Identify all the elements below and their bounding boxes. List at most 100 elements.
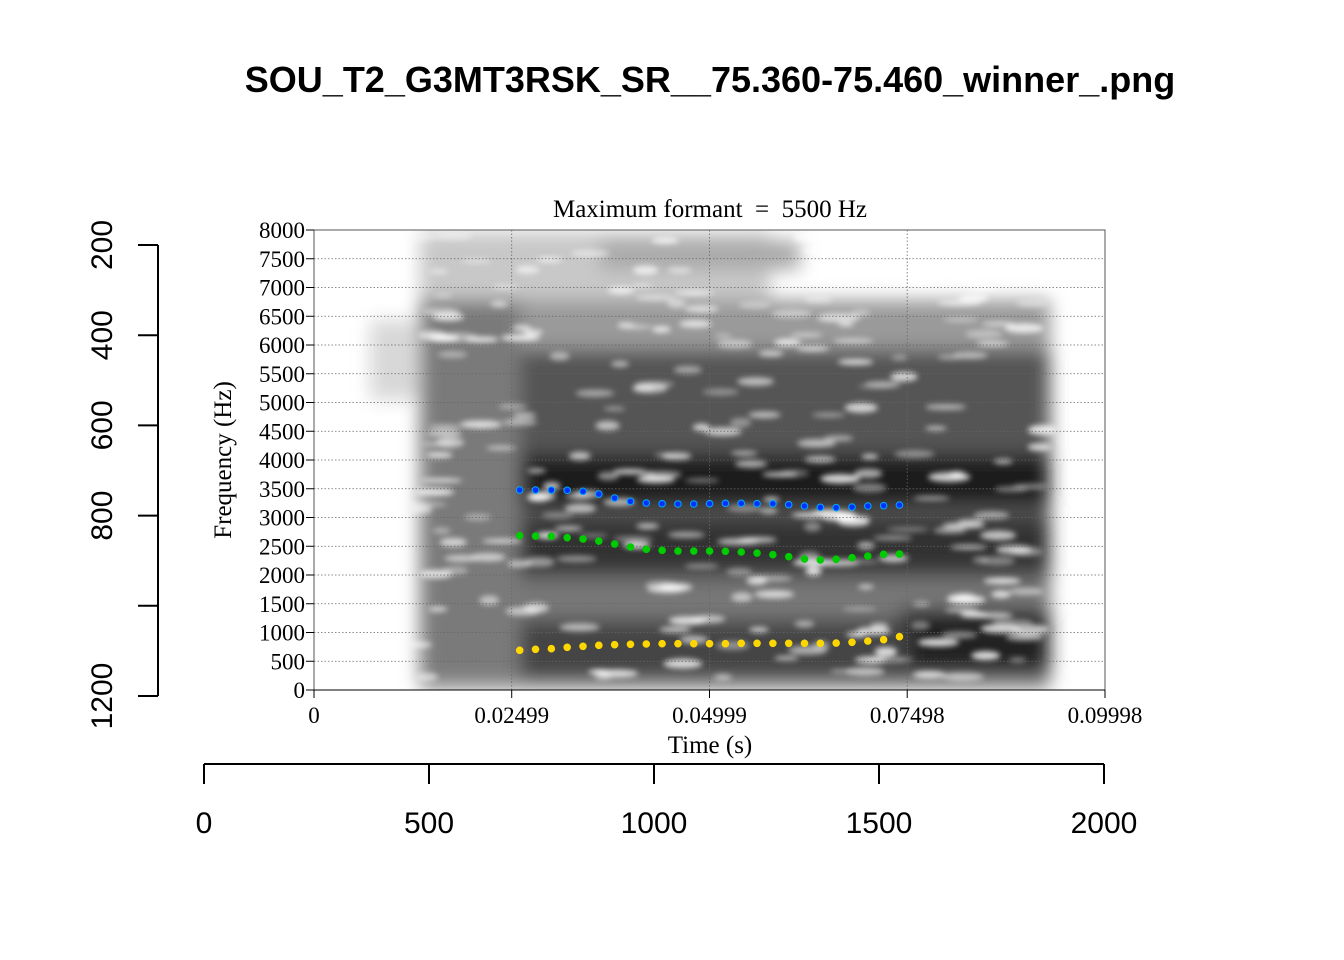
spectrogram-streak [886,527,929,532]
spectrogram-streak [684,305,719,313]
spectrogram-streak [1005,633,1044,641]
spectrogram-streak [805,566,822,576]
spectrogram-streak [980,623,1022,634]
spectrogram-streak [748,411,781,419]
spectrogram-streak [857,384,898,389]
formant-point-f2 [800,555,809,563]
formant-point-f2 [674,547,682,555]
y-tick-label: 4000 [259,448,305,473]
x-tick-label: 0.02499 [474,703,549,728]
spectrogram-streak [912,495,951,501]
y-tick-label: 500 [271,649,306,674]
spectrogram-streak [636,523,660,529]
spectrogram-streak [603,406,626,411]
outer-bottom-tick-label: 500 [404,807,454,840]
outer-bottom-axis: 0 500 1000 1500 2000 [196,763,1137,840]
spectrogram-streak [459,420,502,429]
spectrogram-streak [911,621,931,630]
formant-point-f3 [769,499,777,508]
spectrogram-streak [636,476,676,484]
spectrogram-streak [821,266,853,276]
spectrogram-streak [730,450,758,456]
spectrogram-streak [793,233,818,242]
outer-left-tick-label: 800 [86,491,119,541]
spectrogram-streak [639,470,656,478]
formant-point-f2 [658,546,666,555]
spectrogram-streak [737,536,777,543]
spectrogram-streak [950,544,987,550]
formant-point-f2 [737,548,746,556]
spectrogram-streak [570,250,610,257]
spectrogram-streak [500,334,540,342]
spectrogram-streak [981,321,1016,327]
spectrogram-streak [758,350,784,357]
y-tick-label: 4500 [259,419,305,444]
spectrogram-streak [597,471,620,481]
spectrogram-streak [607,286,635,294]
spectrogram-streak [1009,587,1044,596]
spectrogram-streak [880,270,905,278]
spectrogram-streak [937,269,962,277]
spectrogram-streak [911,231,949,239]
spectrogram-streak [536,257,564,262]
spectrogram-streak [432,312,465,321]
spectrogram-streak [632,384,654,393]
spectrogram-streak [523,329,543,336]
spectrogram-streak [470,553,506,562]
spectrogram-streak [647,584,686,594]
grid-lines [314,230,1105,690]
formant-point-f1 [626,640,635,649]
spectrogram-streak [427,429,463,438]
spectrogram-streak [912,670,946,679]
outer-left-axis: 200 400 600 800 1200 [86,220,159,729]
formant-point-f3 [721,499,730,508]
spectrogram-streak [512,412,537,419]
spectrogram-streak [774,656,799,661]
spectrogram-streak [439,537,467,547]
spectrogram-streak [485,445,517,450]
spectrogram-streak [917,638,960,647]
formant-point-f1 [705,639,714,648]
formant-point-f2 [721,547,730,556]
spectrogram-streak [527,468,547,473]
spectrogram-streak [891,354,908,361]
y-tick-label: 6000 [259,333,305,358]
spectrogram-streak [1004,323,1044,334]
spectrogram-region [515,455,1050,505]
formant-point-f3 [515,486,524,494]
formant-point-f1 [737,639,746,648]
y-tick-label: 5000 [259,391,305,416]
formant-point-f3 [879,501,888,510]
y-tick-label: 1000 [259,621,305,646]
spectrogram-streak [761,472,798,477]
spectrogram-streak [416,673,439,681]
spectrogram-streak [684,478,720,483]
y-tick-label: 5500 [259,362,305,387]
spectrogram-streak [933,527,967,534]
spectrogram-streak [941,522,986,529]
formant-series-f3 [515,486,904,512]
spectrogram-streak [1000,258,1024,264]
spectrogram-streak [837,359,874,365]
spectrogram-streak [578,533,608,538]
spectrogram-streak [803,521,821,532]
spectrogram-streak [982,242,1023,250]
spectrogram-streak [976,612,1013,619]
spectrogram-streak [716,339,753,349]
spectrogram-streak [651,326,671,333]
spectrogram-streak [937,354,962,360]
spectrogram-streak [437,350,468,359]
formant-point-f3 [610,494,619,502]
formant-point-f3 [753,499,761,508]
y-tick-label: 3000 [259,506,305,531]
spectrogram-streak [667,298,686,309]
spectrogram-streak [635,294,676,301]
spectrogram-streak [823,435,854,442]
spectrogram-streak [856,626,891,636]
spectrogram-streak [1027,443,1052,451]
formant-point-f2 [895,550,904,558]
formant-series-f1 [515,632,904,655]
x-tick-label: 0.07498 [870,703,945,728]
formant-point-f1 [563,643,571,652]
spectrogram-streak [944,607,979,613]
